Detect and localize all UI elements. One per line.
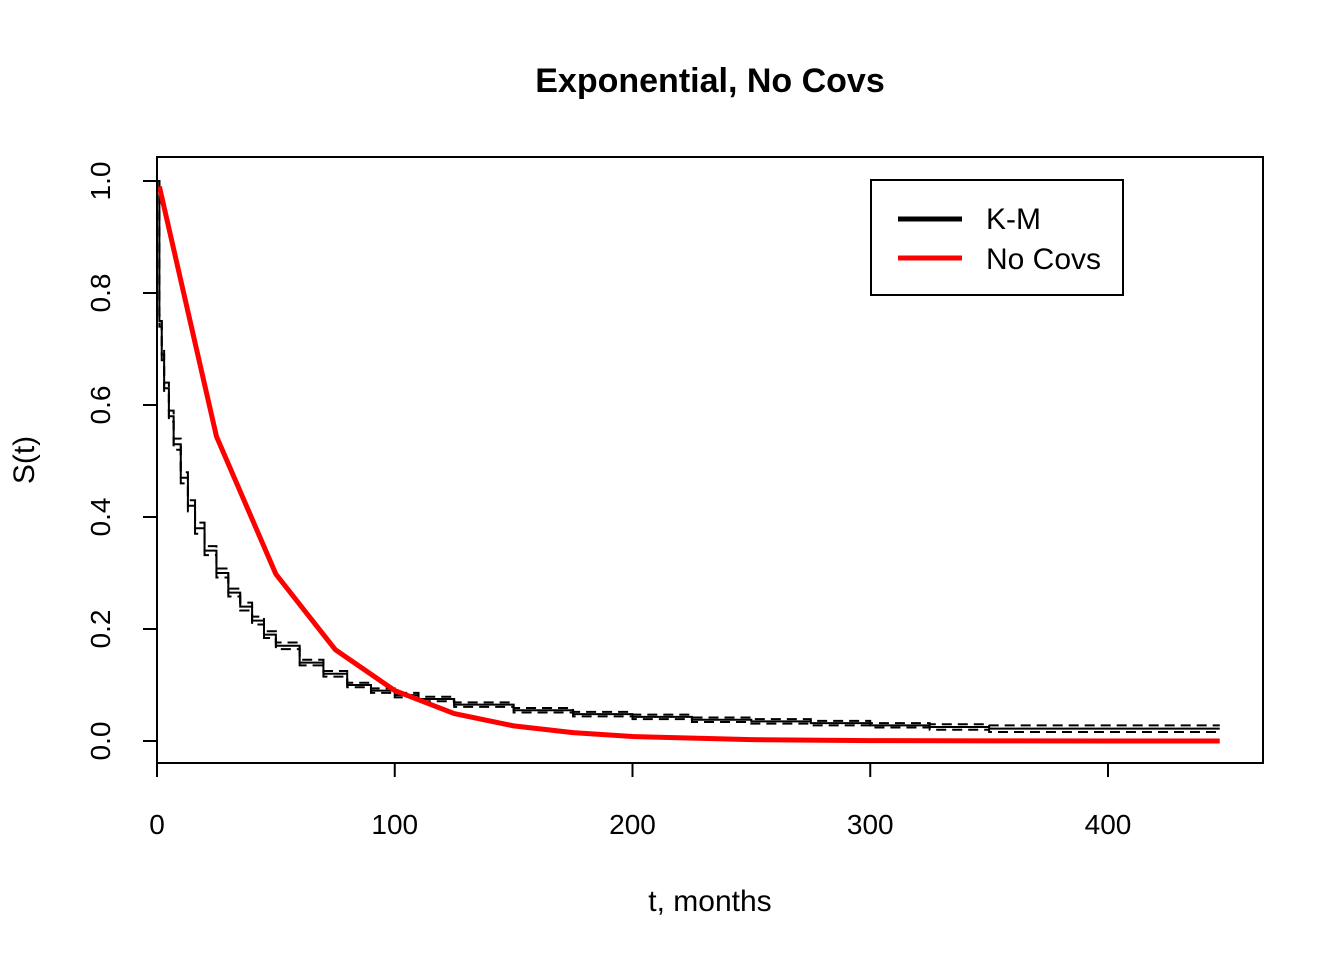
legend: K-M No Covs (870, 179, 1124, 296)
x-axis-label: t, months (648, 885, 771, 918)
y-tick-label: 0.2 (85, 610, 116, 649)
legend-box (870, 179, 1124, 296)
y-tick-label: 0.6 (85, 386, 116, 425)
x-tick-label: 300 (847, 809, 894, 840)
legend-nocovs-label: No Covs (986, 243, 1101, 276)
x-tick-label: 200 (609, 809, 656, 840)
km-ci-lower-line (157, 180, 1220, 734)
y-axis-label: S(t) (8, 436, 41, 484)
data-layer (157, 180, 1220, 744)
km-step-line (157, 180, 1220, 730)
y-axis: 0.0 0.2 0.4 0.6 0.8 1.0 (85, 162, 158, 761)
y-tick-label: 1.0 (85, 162, 116, 201)
x-tick-label: 400 (1085, 809, 1132, 840)
x-tick-label: 100 (371, 809, 418, 840)
km-ci-upper-line (157, 180, 1220, 727)
chart-title: Exponential, No Covs (535, 62, 885, 100)
y-tick-label: 0.8 (85, 274, 116, 313)
y-tick-label: 0.0 (85, 722, 116, 761)
y-tick-label: 0.4 (85, 498, 116, 537)
x-axis: 0 100 200 300 400 (149, 762, 1132, 840)
nocovs-curve-line (157, 186, 1220, 744)
legend-km-label: K-M (986, 203, 1041, 236)
x-tick-label: 0 (149, 809, 165, 840)
